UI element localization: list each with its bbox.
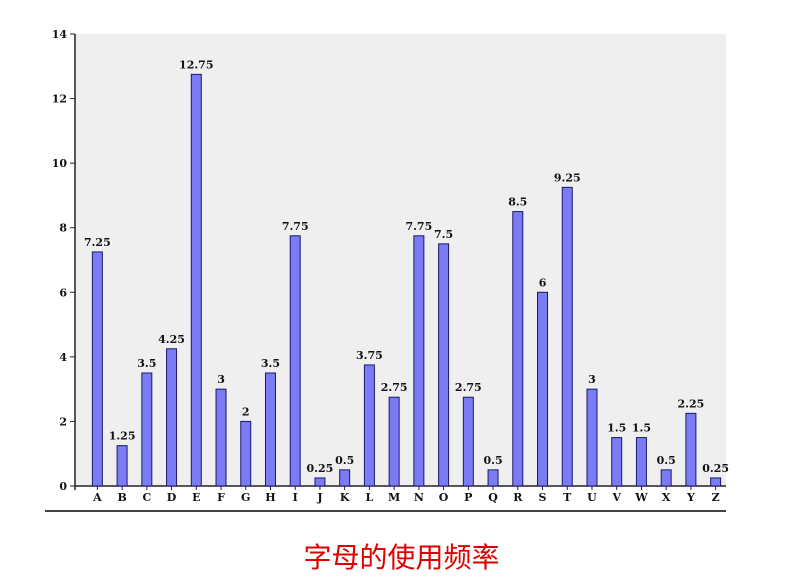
x-tick-label: M [388,491,400,504]
bar-X [660,469,672,487]
x-tick-label: I [293,491,298,504]
x-tick-label: Y [686,491,695,504]
x-tick-label: V [611,491,621,504]
bar-C [141,372,153,487]
chart-caption: 字母的使用频率 [303,541,500,574]
x-tick-label: B [117,491,126,504]
bar-I [289,235,301,487]
bar-B [116,445,128,487]
data-label: 7.25 [84,236,111,249]
bar-F [215,388,227,487]
x-tick-label: Z [712,491,720,504]
bar-T [561,186,573,487]
bar-H [264,372,276,487]
plot-area [75,34,726,486]
data-label: 12.75 [179,58,213,71]
data-label: 0.5 [335,454,354,467]
y-axis: 0 2 4 6 8 10 12 14 [52,28,76,493]
bar-K [339,469,351,487]
x-tick-label: A [92,491,102,504]
x-tick-label: L [366,491,374,504]
y-tick-label: 4 [59,351,67,364]
x-tick-label: N [414,491,424,504]
x-tick-label: S [539,491,547,504]
bar-Y [685,412,697,487]
data-label: 7.75 [405,220,432,233]
data-label: 3.5 [261,357,280,370]
bar-A [91,251,103,487]
x-tick-label: C [142,491,151,504]
x-tick-label: J [316,491,322,504]
x-tick-label: U [587,491,597,504]
x-tick-label: G [241,491,250,504]
bar-W [635,437,647,487]
x-tick-label: O [439,491,449,504]
data-label: 7.75 [282,220,309,233]
data-label: 3 [217,373,225,386]
bar-R [512,211,524,487]
x-tick-label: T [563,491,572,504]
y-tick-label: 14 [52,28,68,41]
data-label: 1.5 [607,422,626,435]
data-label: 2.75 [381,381,408,394]
bar-S [537,291,549,487]
bar-D [166,348,178,487]
data-label: 2.75 [455,381,482,394]
bar-M [388,396,400,487]
data-label: 1.25 [109,430,136,443]
data-label: 4.25 [158,333,185,346]
bar-E [190,73,202,487]
data-label: 0.25 [702,462,729,475]
y-tick-label: 6 [59,286,67,299]
bars [91,73,722,487]
y-tick-label: 0 [59,480,67,493]
bar-L [363,364,375,487]
y-tick-label: 2 [59,415,67,428]
bar-N [413,235,425,487]
data-label: 3 [588,373,596,386]
data-label: 2.25 [678,397,705,410]
x-tick-label: F [217,491,225,504]
bar-J [314,477,326,487]
y-tick-label: 10 [52,157,68,170]
x-tick-label: K [340,491,350,504]
data-label: 0.5 [483,454,502,467]
x-tick-label: R [513,491,523,504]
bar-P [462,396,474,487]
data-label: 3.5 [137,357,156,370]
x-tick-label: Q [488,491,498,504]
x-tick-label: X [662,491,671,504]
bar-Z [710,477,722,487]
x-tick-label: W [634,491,648,504]
data-label: 3.75 [356,349,383,362]
x-tick-label: H [265,491,275,504]
data-labels: 7.251.253.54.2512.75323.57.750.250.53.75… [84,58,729,475]
bar-V [611,437,623,487]
bar-U [586,388,598,487]
bar-O [438,243,450,487]
data-label: 2 [242,405,250,418]
y-tick-label: 8 [59,222,67,235]
x-tick-label: D [167,491,177,504]
data-label: 0.25 [307,462,334,475]
data-label: 9.25 [554,171,581,184]
data-label: 0.5 [657,454,676,467]
data-label: 7.5 [434,228,453,241]
data-label: 8.5 [508,196,527,209]
data-label: 6 [539,276,547,289]
bar-G [240,420,252,487]
y-tick-label: 12 [52,93,67,106]
x-tick-label: E [192,491,200,504]
data-label: 1.5 [632,422,651,435]
bar-Q [487,469,499,487]
x-tick-label: P [464,491,472,504]
